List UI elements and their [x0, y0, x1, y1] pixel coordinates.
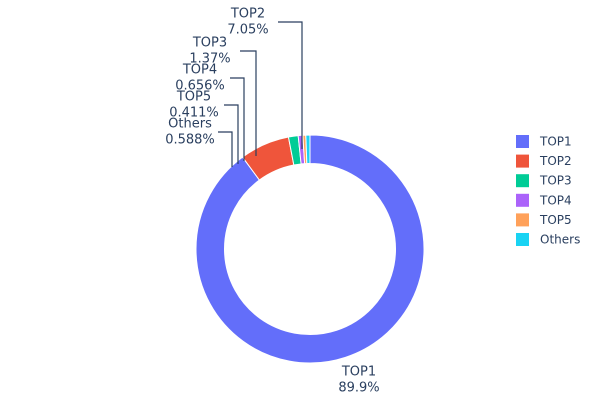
label-leader-lines — [218, 21, 303, 167]
legend-label-top1: TOP1 — [539, 135, 572, 149]
donut-slices[interactable] — [195, 134, 425, 364]
donut-slice-top1[interactable] — [195, 134, 425, 364]
label-top5-pct: 0.411% — [169, 106, 219, 121]
label-others-name: Others — [168, 117, 212, 132]
outside-slice-labels: TOP2 7.05% TOP3 1.37% TOP4 0.656% TOP5 0… — [165, 7, 268, 148]
leader-line-top2 — [278, 21, 303, 149]
donut-slice-others[interactable] — [305, 134, 311, 165]
label-top2-pct: 7.05% — [227, 23, 268, 38]
label-top4-name: TOP4 — [182, 63, 217, 78]
legend-label-top2: TOP2 — [539, 154, 572, 168]
legend-label-top5: TOP5 — [539, 213, 572, 227]
label-top1-pct: 89.9% — [338, 381, 379, 396]
legend-swatch-top1 — [516, 135, 529, 148]
legend-swatch-top3 — [516, 174, 529, 188]
legend-label-top3: TOP3 — [539, 174, 572, 188]
label-top3-pct: 1.37% — [189, 52, 230, 67]
leader-line-others — [218, 131, 233, 167]
label-top3-name: TOP3 — [192, 36, 227, 51]
leader-line-top4 — [230, 77, 245, 161]
label-others-pct: 0.588% — [165, 133, 215, 148]
inside-slice-label-top1: TOP1 89.9% — [338, 365, 379, 396]
label-top4-pct: 0.656% — [175, 79, 225, 94]
legend-swatch-top5 — [516, 213, 529, 227]
label-top1-name: TOP1 — [341, 365, 376, 380]
legend-swatch-top2 — [516, 154, 529, 168]
legend-label-others: Others — [540, 233, 580, 247]
leader-line-top5 — [224, 104, 239, 164]
legend-swatch-top4 — [516, 193, 529, 207]
label-top5-name: TOP5 — [176, 90, 211, 105]
legend[interactable]: TOP1 TOP2 TOP3 TOP4 TOP5 Others — [512, 132, 598, 248]
leader-line-top3 — [240, 50, 257, 156]
legend-label-top4: TOP4 — [539, 193, 572, 207]
legend-swatch-others — [516, 233, 529, 246]
label-top2-name: TOP2 — [230, 7, 265, 22]
